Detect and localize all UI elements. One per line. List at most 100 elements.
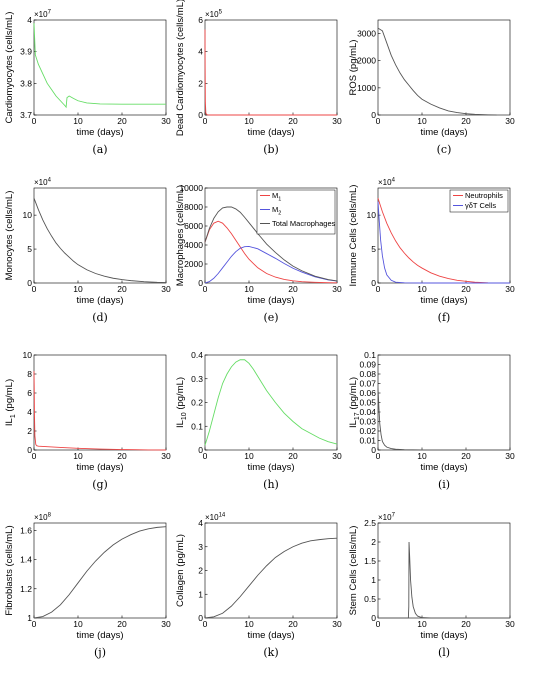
x-tick-label: 10 — [73, 284, 83, 294]
axes-box — [33, 187, 167, 284]
x-axis-label: time (days) — [77, 462, 124, 473]
x-tick-label: 20 — [117, 116, 127, 126]
y-tick-label: 2000 — [184, 259, 203, 269]
y-tick-label: 0 — [371, 613, 376, 623]
axis-exponent: ×108 — [34, 513, 52, 523]
x-tick-label: 0 — [376, 619, 381, 629]
x-tick-label: 20 — [117, 619, 127, 629]
axis-exponent: ×107 — [378, 513, 396, 523]
y-tick-label: 4 — [27, 407, 32, 417]
y-tick-label: 0.1 — [364, 350, 376, 360]
y-label-main: IL — [348, 420, 359, 428]
x-axis-label: time (days) — [248, 462, 295, 473]
y-tick-label: 3000 — [357, 29, 376, 39]
x-tick-label: 20 — [288, 451, 298, 461]
x-tick-label: 20 — [288, 116, 298, 126]
x-tick-label: 30 — [161, 116, 171, 126]
x-axis-label: time (days) — [77, 630, 124, 641]
x-tick-label: 20 — [461, 284, 471, 294]
exponent-base: ×10 — [34, 10, 48, 19]
x-axis-label: time (days) — [77, 295, 124, 306]
x-tick-label: 0 — [32, 284, 37, 294]
y-axis-label: Monocytes (cells/mL) — [4, 191, 15, 281]
x-tick-label: 0 — [203, 284, 208, 294]
x-tick-label: 10 — [417, 284, 427, 294]
x-tick-label: 30 — [332, 284, 342, 294]
legend-entry: Total Macrophages — [272, 219, 336, 228]
exponent-power: 5 — [219, 10, 223, 16]
x-tick-label: 10 — [417, 451, 427, 461]
y-tick-label: 0.07 — [359, 379, 376, 389]
x-tick-label: 10 — [244, 451, 254, 461]
y-tick-label: 0.3 — [191, 374, 203, 384]
panel-l: 0 10 20 30 0 0.5 1 1.5 2 2.5×107 time (days) Stem C… — [348, 513, 515, 660]
y-axis-label: Immune Cells (cells/mL) — [348, 185, 359, 287]
series-line-0 — [204, 537, 338, 619]
panel-c: 0 10 20 30 0 1000 2000 3000 time (days) ROS (pg/m… — [348, 19, 515, 156]
y-axis-label: Cardiomyocytes (cells/mL) — [4, 12, 15, 124]
panel-k: 0 10 20 30 0 1 2 3 4×1014 time (days) Collagen (pg… — [175, 513, 342, 660]
y-tick-label: 5 — [27, 244, 32, 254]
x-tick-label: 30 — [332, 451, 342, 461]
x-tick-label: 0 — [32, 116, 37, 126]
x-tick-label: 30 — [505, 284, 515, 294]
y-tick-label: 0.03 — [359, 417, 376, 427]
axes-box — [204, 522, 338, 619]
y-label-unit: (pg/mL) — [175, 377, 186, 412]
series-line-1 — [204, 245, 338, 284]
x-axis-label: time (days) — [421, 295, 468, 306]
legend-sub: 1 — [278, 197, 281, 203]
x-axis-label: time (days) — [248, 127, 295, 138]
series-line-0 — [33, 526, 167, 619]
exponent-power: 4 — [392, 178, 396, 184]
y-tick-label: 2000 — [357, 56, 376, 66]
y-axis-label: ROS (pg/mL) — [348, 40, 359, 96]
y-tick-label: 6 — [198, 15, 203, 25]
y-tick-label: 1 — [371, 575, 376, 585]
panel-sublabel: (a) — [92, 143, 107, 156]
exponent-base: ×10 — [378, 513, 392, 522]
legend-box — [256, 189, 336, 235]
y-tick-label: 10000 — [179, 183, 203, 193]
y-tick-label: 3.8 — [20, 78, 32, 88]
y-tick-label: 0 — [198, 445, 203, 455]
x-tick-label: 10 — [244, 619, 254, 629]
axis-exponent: ×104 — [378, 178, 396, 188]
x-tick-label: 10 — [73, 619, 83, 629]
y-axis-label: Macrophages (cells/mL) — [175, 185, 186, 286]
panel-sublabel: (f) — [438, 311, 451, 324]
panel-sublabel: (g) — [92, 478, 108, 491]
axis-exponent: ×107 — [34, 10, 52, 20]
y-tick-label: 1.4 — [20, 555, 32, 565]
y-label-sub: 17 — [354, 412, 361, 420]
axes-box — [204, 354, 338, 451]
panel-sublabel: (j) — [94, 646, 106, 659]
y-tick-label: 0.01 — [359, 436, 376, 446]
y-label-main: IL — [175, 420, 186, 428]
axes-box — [377, 354, 511, 451]
y-tick-label: 8 — [27, 369, 32, 379]
x-tick-label: 30 — [161, 451, 171, 461]
y-tick-label: 5 — [371, 244, 376, 254]
x-tick-label: 30 — [161, 619, 171, 629]
exponent-power: 14 — [219, 513, 226, 519]
x-tick-label: 0 — [376, 116, 381, 126]
x-tick-label: 30 — [505, 116, 515, 126]
exponent-power: 4 — [48, 178, 52, 184]
y-tick-label: 2 — [27, 426, 32, 436]
x-tick-label: 10 — [417, 619, 427, 629]
exponent-base: ×10 — [378, 178, 392, 187]
exponent-base: ×10 — [34, 178, 48, 187]
panel-sublabel: (k) — [263, 646, 278, 659]
x-tick-label: 10 — [73, 451, 83, 461]
y-axis-label: IL1 (pg/mL) — [4, 379, 17, 426]
x-tick-label: 10 — [417, 116, 427, 126]
legend-entry: M2 — [272, 205, 281, 217]
x-tick-label: 20 — [288, 619, 298, 629]
y-tick-label: 0.06 — [359, 388, 376, 398]
y-tick-label: 4000 — [184, 240, 203, 250]
x-tick-label: 30 — [332, 116, 342, 126]
panel-sublabel: (i) — [438, 478, 450, 491]
axes-box — [33, 19, 167, 116]
